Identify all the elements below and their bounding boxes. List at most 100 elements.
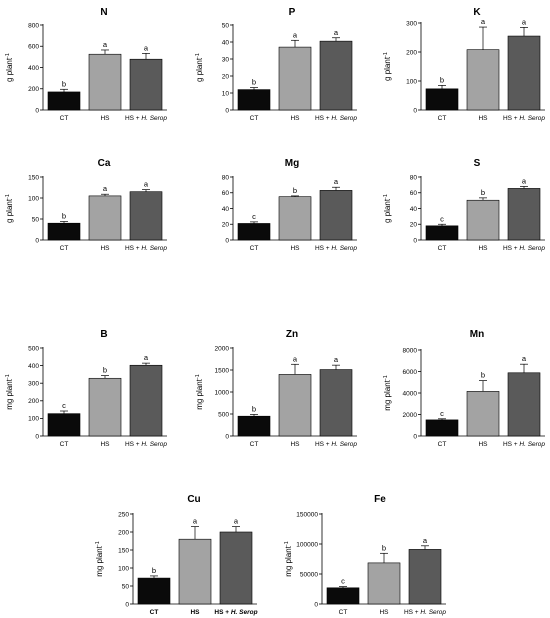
y-tick-label: 40: [222, 39, 230, 46]
y-tick-label: 20: [222, 73, 230, 80]
significance-letter: a: [522, 354, 527, 363]
bar-cu-hs: [178, 538, 212, 605]
panel-mg: Mg 0 20 40 60 80 c CT b HS a HS + H. Serop: [222, 158, 358, 252]
x-tick-label: HS + H. Serop: [404, 609, 446, 616]
panel-title: Ca: [98, 158, 111, 169]
bar-ca-ct: [47, 222, 81, 241]
panel-title: N: [100, 7, 107, 18]
y-tick-label: 100: [406, 78, 417, 85]
y-tick-label: 100000: [296, 541, 318, 548]
x-tick-label: CT: [250, 245, 259, 252]
y-axis-label: mg plant-1: [5, 374, 14, 410]
significance-letter: a: [234, 517, 239, 526]
significance-letter: c: [440, 214, 444, 223]
x-tick-label: HS + H. Serop: [315, 441, 357, 448]
x-tick-label: HS + H. Serop: [315, 115, 357, 122]
significance-letter: a: [423, 536, 428, 545]
significance-letter: b: [481, 371, 485, 380]
significance-letter: b: [440, 75, 444, 84]
x-tick-label: HS: [379, 609, 389, 616]
panel-title: Mn: [470, 329, 484, 340]
y-tick-label: 40: [222, 206, 230, 213]
bar-cu-hs-h-serop: [219, 531, 253, 605]
x-tick-label: HS: [290, 441, 300, 448]
significance-letter: c: [252, 212, 256, 221]
x-tick-label: HS: [100, 441, 110, 448]
x-tick-label: CT: [438, 441, 447, 448]
x-tick-label: HS: [100, 115, 110, 122]
panel-p: P 0 10 20 30 40 50 g plant-1 b CT a HS a HS + H. Sero…: [195, 7, 357, 122]
bar-fe-hs: [367, 562, 401, 605]
y-axis-label: mg plant-1: [383, 375, 392, 411]
bar-p-hs: [278, 46, 312, 111]
y-tick-label: 6000: [403, 369, 418, 376]
significance-letter: c: [62, 401, 66, 410]
x-tick-label: HS + H. Serop: [125, 441, 167, 448]
panel-k: K 0 100 200 300 g plant-1 b CT a HS a HS + H. Serop: [383, 7, 545, 122]
y-tick-label: 300: [28, 381, 39, 388]
x-tick-label: CT: [250, 441, 259, 448]
y-tick-label: 200: [118, 529, 129, 536]
bar-ca-hs-h-serop: [129, 191, 163, 241]
bar-k-hs: [466, 49, 500, 111]
panel-title: Fe: [374, 494, 386, 505]
significance-letter: a: [193, 517, 198, 526]
x-tick-label: HS: [478, 441, 488, 448]
y-tick-label: 0: [314, 601, 318, 608]
panel-title: P: [289, 7, 296, 18]
panel-cu: Cu 0 50 100 150 200 250 mg plant-1 b CT a HS a HS + H…: [95, 494, 258, 616]
x-tick-label: CT: [60, 441, 69, 448]
x-tick-label: CT: [150, 609, 159, 616]
y-tick-label: 0: [413, 433, 417, 440]
y-tick-label: 0: [125, 601, 129, 608]
x-tick-label: CT: [60, 115, 69, 122]
y-tick-label: 150000: [296, 511, 318, 518]
x-tick-label: CT: [438, 115, 447, 122]
x-tick-label: HS: [290, 245, 300, 252]
x-tick-label: HS: [478, 245, 488, 252]
x-tick-label: HS: [290, 115, 300, 122]
panel-title: Zn: [286, 329, 298, 340]
y-tick-label: 80: [222, 174, 230, 181]
bar-s-ct: [425, 225, 459, 241]
bar-mg-hs: [278, 196, 312, 241]
y-tick-label: 300: [406, 20, 417, 27]
significance-letter: a: [334, 177, 339, 186]
x-tick-label: CT: [339, 609, 348, 616]
y-tick-label: 50: [122, 583, 130, 590]
y-tick-label: 200: [28, 86, 39, 93]
bar-n-ct: [47, 91, 81, 111]
panel-fe: Fe 0 50000 100000 150000 mg plant-1 c CT b HS a HS …: [284, 494, 446, 616]
significance-letter: a: [293, 30, 298, 39]
significance-letter: b: [62, 212, 66, 221]
panel-title: Mg: [285, 158, 299, 169]
significance-letter: a: [103, 184, 108, 193]
y-tick-label: 500: [218, 411, 229, 418]
y-tick-label: 200: [406, 49, 417, 56]
bar-k-ct: [425, 88, 459, 111]
y-tick-label: 50: [222, 22, 230, 29]
y-tick-label: 800: [28, 22, 39, 29]
bar-ca-hs: [88, 195, 122, 241]
significance-letter: b: [62, 79, 66, 88]
panel-zn: Zn 0 500 1000 1500 2000 mg plant-1 b CT a HS a HS + …: [195, 329, 357, 448]
bar-mn-hs-h-serop: [507, 372, 541, 437]
x-tick-label: HS + H. Serop: [315, 245, 357, 252]
bar-zn-hs: [278, 374, 312, 437]
bar-mg-hs-h-serop: [319, 190, 353, 241]
y-tick-label: 60: [222, 190, 230, 197]
y-tick-label: 1500: [215, 367, 230, 374]
significance-letter: b: [382, 543, 386, 552]
y-axis-label: g plant-1: [195, 53, 204, 82]
panel-n: N 0 200 400 600 800 g plant-1 b CT a HS a HS + H. Se…: [5, 7, 167, 122]
y-tick-label: 1000: [215, 389, 230, 396]
y-axis-label: g plant-1: [5, 53, 14, 82]
y-tick-label: 0: [225, 237, 229, 244]
bar-cu-ct: [137, 577, 171, 605]
y-tick-label: 4000: [403, 390, 418, 397]
significance-letter: a: [334, 355, 339, 364]
y-tick-label: 10: [222, 90, 230, 97]
y-tick-label: 400: [28, 65, 39, 72]
panel-title: B: [100, 329, 107, 340]
